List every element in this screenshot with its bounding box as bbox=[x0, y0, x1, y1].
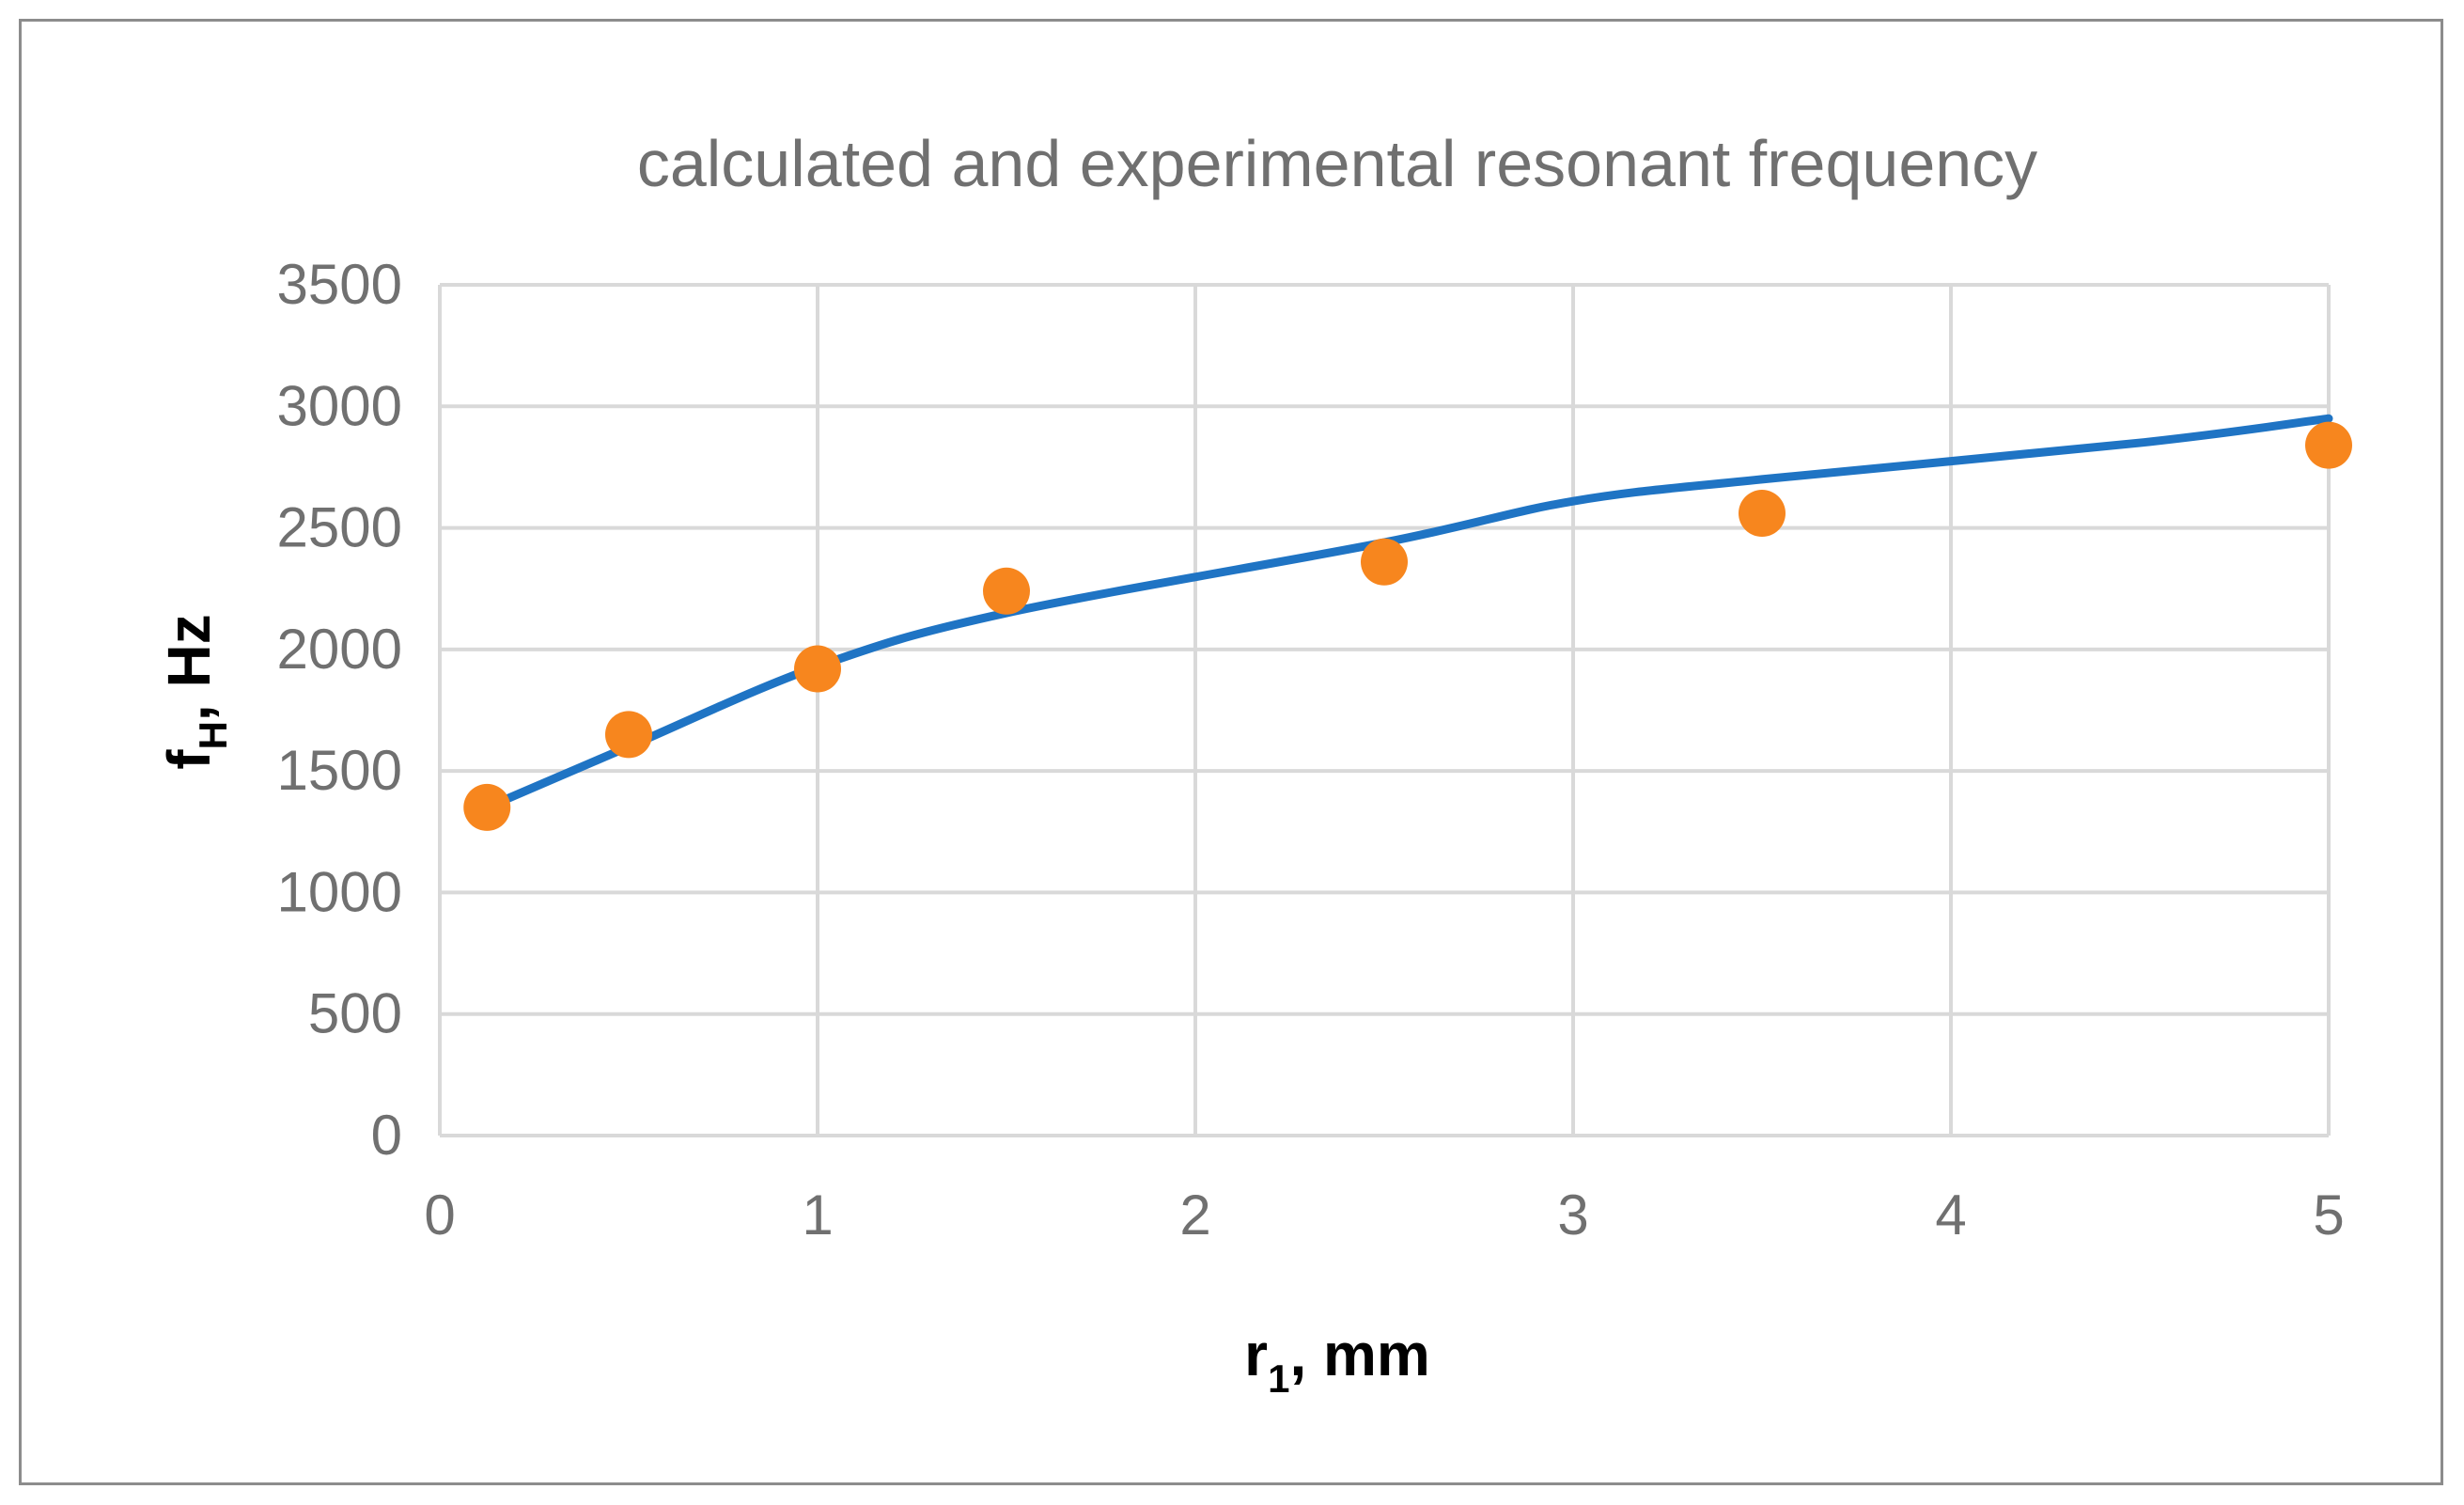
experimental-data-point bbox=[463, 783, 511, 831]
y-axis-label-rest: , Hz bbox=[155, 614, 223, 721]
x-tick-label: 2 bbox=[1179, 1184, 1210, 1246]
y-tick-label: 500 bbox=[308, 982, 402, 1045]
experimental-data-point bbox=[2305, 421, 2352, 469]
y-tick-label: 3500 bbox=[277, 253, 402, 316]
x-axis-label-sub: 1 bbox=[1268, 1356, 1289, 1401]
y-tick-label: 2500 bbox=[277, 496, 402, 559]
y-axis-label-main: f bbox=[155, 749, 223, 770]
tick-labels: 0 500 1000 1500 2000 2500 3000 3500 0 1 2 3 4 5 bbox=[277, 253, 2345, 1246]
y-tick-label: 0 bbox=[371, 1104, 402, 1167]
x-tick-label: 3 bbox=[1557, 1184, 1588, 1246]
chart-title: calculated and experimental resonant fre… bbox=[637, 127, 2037, 200]
experimental-data-point bbox=[605, 711, 652, 759]
chart-frame: calculated and experimental resonant fre… bbox=[19, 19, 2443, 1485]
x-axis-label-main: r bbox=[1244, 1321, 1268, 1388]
series-layer bbox=[463, 414, 2352, 831]
experimental-data-point bbox=[1739, 490, 1786, 538]
x-tick-label: 1 bbox=[802, 1184, 833, 1246]
x-tick-label: 4 bbox=[1935, 1184, 1966, 1246]
calculated-series-line bbox=[482, 414, 2333, 812]
y-axis-label: fH, Hz bbox=[155, 614, 235, 769]
x-axis-label: r1, mm bbox=[1244, 1321, 1430, 1401]
y-tick-label: 1500 bbox=[277, 739, 402, 802]
y-tick-label: 1000 bbox=[277, 860, 402, 923]
y-tick-label: 3000 bbox=[277, 374, 402, 437]
experimental-data-point bbox=[1361, 538, 1408, 586]
experimental-data-point bbox=[983, 567, 1030, 615]
x-axis-label-rest: , mm bbox=[1289, 1321, 1429, 1388]
x-tick-label: 5 bbox=[2313, 1184, 2344, 1246]
chart-canvas: calculated and experimental resonant fre… bbox=[155, 127, 2352, 1401]
y-axis-label-sub: H bbox=[191, 721, 235, 749]
experimental-data-point bbox=[794, 645, 841, 693]
x-tick-label: 0 bbox=[424, 1184, 455, 1246]
grid bbox=[438, 283, 2331, 1137]
y-tick-label: 2000 bbox=[277, 618, 402, 681]
